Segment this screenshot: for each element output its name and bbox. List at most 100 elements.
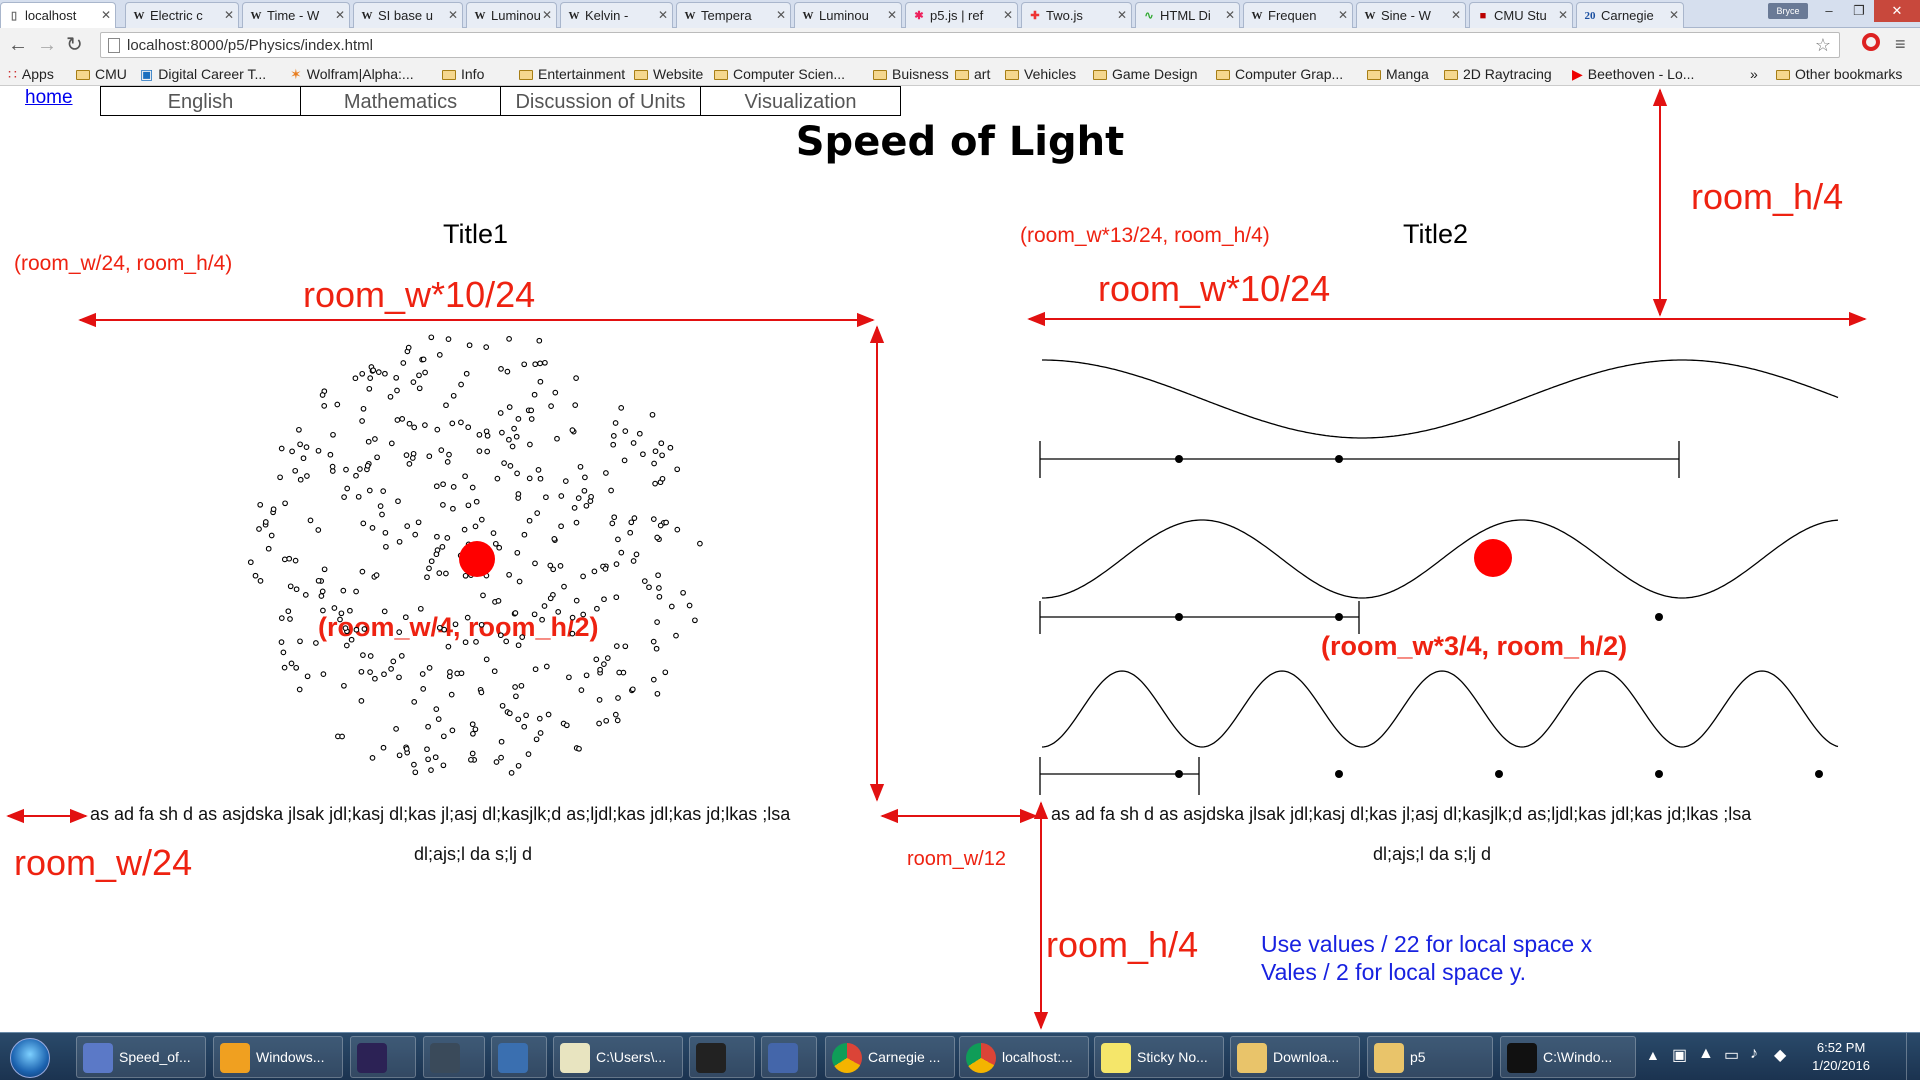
clock[interactable]: 6:52 PM 1/20/2016: [1812, 1039, 1870, 1075]
start-button[interactable]: [10, 1038, 50, 1078]
close-tab-icon[interactable]: ✕: [886, 8, 897, 22]
browser-tab[interactable]: W SI base u ✕: [353, 2, 463, 28]
browser-tab[interactable]: W Luminou ✕: [466, 2, 557, 28]
particle: [462, 639, 469, 646]
tab-english[interactable]: English: [101, 87, 301, 115]
particle: [480, 592, 486, 599]
close-tab-icon[interactable]: ✕: [1116, 8, 1127, 22]
taskbar-item[interactable]: Speed_of...: [76, 1036, 206, 1078]
tray-expand-icon[interactable]: ▲: [1646, 1047, 1660, 1063]
reload-icon[interactable]: ↻: [66, 34, 83, 56]
volume-icon[interactable]: ♪: [1750, 1045, 1758, 1062]
taskbar-item[interactable]: [761, 1036, 817, 1078]
bookmark-item[interactable]: Computer Scien...: [714, 66, 845, 82]
close-tab-icon[interactable]: ✕: [1557, 8, 1568, 22]
bookmark-item[interactable]: Info: [442, 66, 484, 82]
windows-flag-icon[interactable]: ▣: [1672, 1047, 1688, 1064]
taskbar-item[interactable]: C:\Windo...: [1500, 1036, 1636, 1078]
browser-tab[interactable]: ✱ p5.js | ref ✕: [905, 2, 1018, 28]
close-tab-icon[interactable]: ✕: [775, 8, 786, 22]
browser-tab[interactable]: W Frequen ✕: [1243, 2, 1353, 28]
bookmark-item[interactable]: ∷ Apps: [8, 66, 54, 83]
battery-icon[interactable]: ▭: [1724, 1047, 1740, 1064]
close-tab-icon[interactable]: ✕: [541, 8, 552, 22]
taskbar-item[interactable]: Downloa...: [1230, 1036, 1360, 1078]
particle: [616, 669, 623, 676]
address-bar[interactable]: localhost:8000/p5/Physics/index.html ☆: [100, 32, 1840, 58]
menu-icon[interactable]: ≡: [1895, 34, 1906, 54]
taskbar-item[interactable]: Carnegie ...: [825, 1036, 955, 1078]
close-tab-icon[interactable]: ✕: [334, 8, 345, 22]
browser-tab[interactable]: W Luminou ✕: [794, 2, 902, 28]
tab-discussion-of-units[interactable]: Discussion of Units: [501, 87, 701, 115]
taskbar-item[interactable]: p5: [1367, 1036, 1493, 1078]
particle: [420, 356, 427, 363]
network-icon[interactable]: ▲: [1698, 1045, 1714, 1062]
taskbar-item[interactable]: [689, 1036, 755, 1078]
taskbar-item[interactable]: [350, 1036, 416, 1078]
close-tab-icon[interactable]: ✕: [657, 8, 668, 22]
tab-mathematics[interactable]: Mathematics: [301, 87, 501, 115]
bookmark-item[interactable]: Computer Grap...: [1216, 66, 1343, 82]
browser-tab[interactable]: W Tempera ✕: [676, 2, 791, 28]
bookmark-item[interactable]: ▣ Digital Career T...: [140, 66, 266, 83]
bookmark-item[interactable]: Buisness: [873, 66, 949, 82]
particle: [569, 630, 576, 637]
restore-icon[interactable]: ❐: [1853, 3, 1865, 18]
browser-tab[interactable]: W Time - W ✕: [242, 2, 350, 28]
bookmark-item[interactable]: Vehicles: [1005, 66, 1076, 82]
clock-date: 1/20/2016: [1812, 1058, 1870, 1073]
tex-icon: [768, 1043, 798, 1073]
particle: [436, 352, 443, 358]
minimize-icon[interactable]: –: [1825, 3, 1833, 18]
opera-extension-icon[interactable]: [1862, 33, 1880, 51]
bookmark-item[interactable]: Game Design: [1093, 66, 1198, 82]
close-tab-icon[interactable]: ✕: [1668, 8, 1679, 22]
bookmark-item[interactable]: ▶ Beethoven - Lo...: [1572, 66, 1694, 83]
browser-tab[interactable]: ■ CMU Stu ✕: [1469, 2, 1573, 28]
bookmark-item[interactable]: CMU: [76, 66, 127, 82]
particle: [364, 462, 371, 469]
show-desktop-button[interactable]: [1906, 1033, 1920, 1080]
close-tab-icon[interactable]: ✕: [1450, 8, 1461, 22]
taskbar-item[interactable]: C:\Users\...: [553, 1036, 683, 1078]
particle: [498, 366, 504, 372]
close-tab-icon[interactable]: ✕: [100, 8, 111, 22]
bookmark-star-icon[interactable]: ☆: [1814, 35, 1831, 55]
home-link[interactable]: home: [25, 87, 73, 108]
taskbar-item[interactable]: [491, 1036, 547, 1078]
bookmark-item[interactable]: 2D Raytracing: [1444, 66, 1552, 82]
particle: [400, 360, 407, 366]
taskbar-item[interactable]: Sticky No...: [1094, 1036, 1224, 1078]
browser-tab[interactable]: W Electric c ✕: [125, 2, 239, 28]
browser-tab[interactable]: W Sine - W ✕: [1356, 2, 1466, 28]
bookmarks-overflow-button[interactable]: »: [1750, 66, 1758, 82]
bookmark-item[interactable]: art: [955, 66, 990, 82]
browser-tab[interactable]: ▯ localhost ✕: [0, 2, 116, 29]
tab-visualization[interactable]: Visualization: [701, 87, 900, 115]
bookmark-item[interactable]: Entertainment: [519, 66, 625, 82]
bookmark-item[interactable]: Manga: [1367, 66, 1429, 82]
bookmark-item[interactable]: Website: [634, 66, 703, 82]
close-tab-icon[interactable]: ✕: [1337, 8, 1348, 22]
browser-tab[interactable]: 20 Carnegie ✕: [1576, 2, 1684, 28]
bookmark-label: Wolfram|Alpha:...: [306, 66, 414, 82]
taskbar-item[interactable]: Windows...: [213, 1036, 343, 1078]
taskbar-item[interactable]: [423, 1036, 485, 1078]
tab-label: Luminou: [819, 8, 869, 23]
taskbar-item[interactable]: localhost:...: [959, 1036, 1089, 1078]
close-tab-icon[interactable]: ✕: [1002, 8, 1013, 22]
forward-arrow-icon[interactable]: →: [37, 34, 57, 56]
profile-button[interactable]: Bryce: [1768, 3, 1808, 19]
close-tab-icon[interactable]: ✕: [223, 8, 234, 22]
close-tab-icon[interactable]: ✕: [447, 8, 458, 22]
browser-tab[interactable]: W Kelvin - ✕: [560, 2, 673, 28]
dropbox-icon[interactable]: ◆: [1774, 1047, 1787, 1064]
browser-tab[interactable]: ✚ Two.js ✕: [1021, 2, 1132, 28]
close-tab-icon[interactable]: ✕: [1224, 8, 1235, 22]
back-arrow-icon[interactable]: ←: [8, 34, 28, 56]
bookmark-item[interactable]: ✶ Wolfram|Alpha:...: [290, 66, 414, 83]
close-window-icon[interactable]: ✕: [1874, 0, 1920, 22]
other-bookmarks[interactable]: Other bookmarks: [1776, 66, 1902, 82]
browser-tab[interactable]: ∿ HTML Di ✕: [1135, 2, 1240, 28]
